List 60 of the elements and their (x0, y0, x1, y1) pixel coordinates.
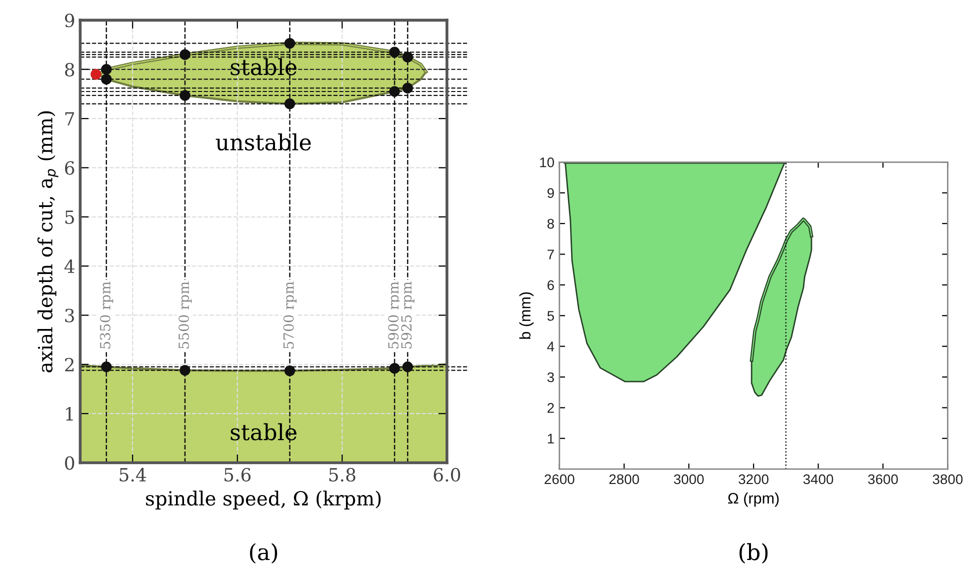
y-tick-label: 5 (65, 210, 74, 224)
point (389, 46, 400, 58)
x-tick-label: 3400 (803, 474, 834, 484)
y-tick-label: 2 (65, 358, 74, 372)
y-tick-label: 9 (547, 188, 554, 198)
text: (b) (740, 543, 768, 564)
y-tick-label: 2 (548, 403, 554, 413)
x-tick-label: 6.0 (434, 468, 460, 482)
point (180, 90, 190, 101)
point (180, 49, 190, 60)
y-tick-label: 6 (65, 161, 74, 175)
y-tick-label: 10 (540, 157, 554, 168)
x-tick-label: 3200 (738, 474, 768, 484)
point (389, 86, 400, 97)
y-tick-label: 7 (548, 250, 554, 260)
ref-line-label: 5900 rpm (388, 282, 402, 348)
point (284, 365, 296, 376)
point (389, 362, 400, 374)
x-tick-label: 2600 (544, 474, 574, 484)
y-tick-label: 6 (548, 280, 554, 290)
y-tick-label: 9 (64, 14, 74, 28)
x-axis-title: Ω (rpm) (728, 492, 779, 507)
x-tick-label: 2800 (609, 474, 640, 484)
annotation: unstable (216, 133, 311, 151)
y-tick-label: 4 (547, 342, 554, 352)
x-tick-label: 3000 (674, 474, 704, 484)
point (284, 98, 296, 110)
y-tick-label: 3 (547, 372, 554, 382)
ref-line-label: 5350 rpm (100, 282, 114, 348)
y-tick-label: 1 (66, 407, 73, 420)
x-tick-label: 3600 (868, 474, 898, 484)
x-tick-label: 3800 (932, 474, 963, 484)
y-tick-label: 5 (547, 311, 554, 321)
point (180, 364, 190, 376)
ref-line-label: 5700 rpm (283, 282, 296, 348)
text: (a) (250, 543, 278, 564)
point (101, 64, 112, 75)
y-tick-label: 7 (65, 112, 74, 126)
point (402, 52, 414, 62)
y-tick-label: 3 (65, 308, 74, 322)
x-tick-label: 5.8 (329, 468, 356, 482)
y-tick-label: 8 (547, 218, 554, 229)
x-axis-title: spindle speed, Ω (krpm) (146, 490, 381, 510)
point (101, 362, 112, 372)
point (101, 74, 112, 85)
ref-line-label: 5500 rpm (178, 282, 192, 348)
point (284, 38, 296, 49)
x-tick-label: 5.4 (120, 468, 146, 482)
point (402, 82, 414, 94)
y-axis-title: axial depth of cut, a$_{p}$ (mm) (37, 111, 58, 372)
annotation: stable (230, 423, 296, 440)
point (90, 68, 102, 80)
x-tick-label: 5.6 (224, 468, 251, 482)
y-tick-label: 1 (548, 434, 554, 444)
y-tick-label: 8 (65, 62, 74, 76)
y-axis-title: b (mm) (519, 292, 534, 339)
y-tick-label: 0 (65, 456, 74, 470)
ref-line-label: 5925 rpm (401, 282, 414, 348)
y-tick-label: 4 (64, 260, 74, 273)
point (402, 362, 414, 372)
